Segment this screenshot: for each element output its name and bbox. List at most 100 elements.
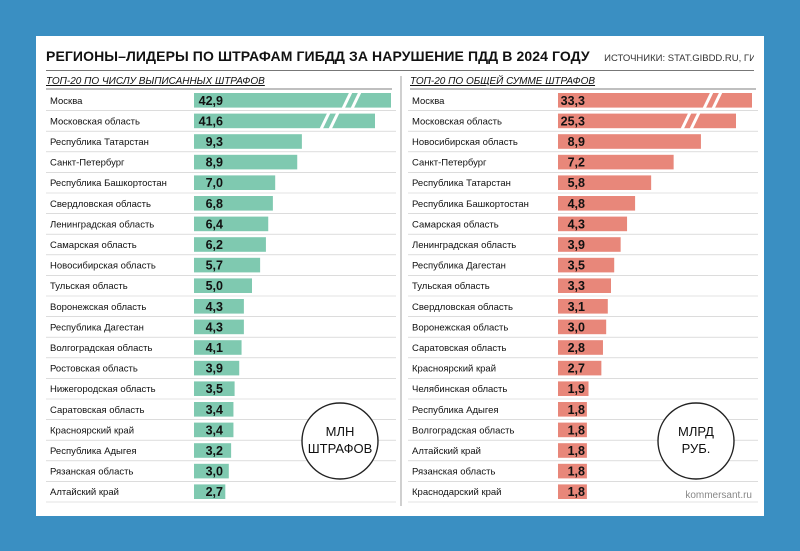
left-bar bbox=[194, 360, 240, 376]
left-unit-circle bbox=[301, 402, 379, 480]
left-bar-break-mark bbox=[319, 111, 331, 130]
left-bar bbox=[194, 237, 266, 252]
right-region-label: Красноярский край bbox=[412, 364, 496, 375]
right-region-label: Новосибирская область bbox=[412, 137, 518, 148]
left-bar bbox=[194, 340, 242, 355]
right-value-label: 8,9 bbox=[568, 135, 585, 149]
right-region-label: Республика Башкортостан bbox=[412, 199, 529, 210]
right-bar bbox=[558, 402, 587, 417]
left-value-label: 3,4 bbox=[206, 423, 223, 437]
right-value-label: 1,8 bbox=[568, 485, 585, 499]
left-region-label: Нижегородская область bbox=[50, 384, 156, 395]
right-bar bbox=[558, 319, 607, 335]
left-value-label: 41,6 bbox=[199, 114, 223, 128]
left-value-label: 6,8 bbox=[206, 197, 223, 211]
right-region-label: Краснодарский край bbox=[412, 487, 501, 498]
right-region-label: Челябинская область bbox=[412, 384, 507, 395]
right-value-label: 1,8 bbox=[568, 444, 585, 458]
right-bar bbox=[558, 443, 587, 458]
right-bar bbox=[558, 422, 587, 438]
left-bar bbox=[194, 216, 269, 232]
left-region-label: Красноярский край bbox=[50, 425, 134, 436]
right-region-label: Санкт-Петербург bbox=[412, 158, 487, 169]
right-bar bbox=[558, 278, 611, 293]
left-value-label: 6,2 bbox=[206, 238, 223, 252]
right-value-label: 5,8 bbox=[568, 176, 585, 190]
left-bar bbox=[194, 278, 252, 293]
left-value-label: 5,7 bbox=[206, 259, 223, 273]
right-bar bbox=[558, 134, 701, 149]
left-value-label: 4,3 bbox=[206, 300, 223, 314]
source-note: ИСТОЧНИКИ: STAT.GIBDD.RU, ГИБДД. bbox=[604, 53, 754, 64]
right-value-label: 4,8 bbox=[568, 197, 585, 211]
right-bar-break-mark bbox=[702, 91, 714, 110]
right-bar bbox=[558, 340, 603, 355]
left-region-label: Самарская область bbox=[50, 240, 137, 251]
infographic-card: РЕГИОНЫ–ЛИДЕРЫ ПО ШТРАФАМ ГИБДД ЗА НАРУШ… bbox=[36, 36, 764, 516]
left-value-label: 4,1 bbox=[206, 341, 223, 355]
left-region-label: Рязанская область bbox=[50, 467, 133, 478]
left-bar bbox=[194, 257, 261, 273]
page-title: РЕГИОНЫ–ЛИДЕРЫ ПО ШТРАФАМ ГИБДД ЗА НАРУШ… bbox=[46, 48, 590, 64]
right-region-label: Тульская область bbox=[412, 281, 490, 292]
right-region-label: Москва bbox=[412, 96, 445, 107]
right-region-label: Ленинградская область bbox=[412, 240, 516, 251]
right-bar bbox=[558, 463, 587, 479]
left-value-label: 6,4 bbox=[206, 217, 223, 231]
right-region-label: Московская область bbox=[412, 116, 502, 127]
right-bar bbox=[558, 154, 674, 170]
right-value-label: 25,3 bbox=[561, 114, 585, 128]
charts-canvas: ТОП-20 ПО ЧИСЛУ ВЫПИСАННЫХ ШТРАФОВ Москва… bbox=[46, 74, 758, 506]
left-bar bbox=[194, 443, 232, 458]
right-value-label: 3,3 bbox=[568, 279, 585, 293]
left-region-label: Ростовская область bbox=[50, 364, 138, 375]
left-region-label: Москва bbox=[50, 96, 83, 107]
right-bar bbox=[558, 257, 615, 273]
right-value-label: 3,5 bbox=[568, 259, 585, 273]
right-bar bbox=[558, 299, 608, 314]
right-unit-circle bbox=[657, 402, 735, 480]
right-bar bbox=[558, 381, 589, 396]
left-region-label: Республика Дагестан bbox=[50, 322, 144, 333]
right-bar-break-mark bbox=[689, 111, 701, 130]
left-unit-line1: МЛН bbox=[326, 424, 355, 439]
left-value-label: 3,9 bbox=[206, 362, 223, 376]
right-value-label: 4,3 bbox=[568, 217, 585, 231]
left-value-label: 8,9 bbox=[206, 156, 223, 170]
left-region-label: Тульская область bbox=[50, 281, 128, 292]
left-bar-break-mark bbox=[328, 111, 340, 130]
left-unit-line2: ШТРАФОВ bbox=[308, 441, 373, 456]
left-bar bbox=[194, 154, 298, 170]
right-value-label: 33,3 bbox=[561, 94, 585, 108]
right-bar-break-mark bbox=[680, 111, 692, 130]
right-unit-line2: РУБ. bbox=[682, 441, 711, 456]
left-bar bbox=[194, 196, 273, 211]
left-bar bbox=[194, 299, 244, 314]
left-value-label: 5,0 bbox=[206, 279, 223, 293]
right-value-label: 1,9 bbox=[568, 382, 585, 396]
right-bar bbox=[558, 484, 587, 499]
left-value-label: 2,7 bbox=[206, 485, 223, 499]
left-region-label: Новосибирская область bbox=[50, 261, 156, 272]
left-region-label: Ленинградская область bbox=[50, 219, 154, 230]
left-region-label: Санкт-Петербург bbox=[50, 158, 125, 169]
left-bar bbox=[194, 319, 244, 335]
right-unit-line1: МЛРД bbox=[678, 424, 714, 439]
left-value-label: 3,2 bbox=[206, 444, 223, 458]
right-value-label: 3,9 bbox=[568, 238, 585, 252]
left-bar bbox=[194, 134, 302, 149]
right-bar-break-mark bbox=[711, 91, 723, 110]
title-row: РЕГИОНЫ–ЛИДЕРЫ ПО ШТРАФАМ ГИБДД ЗА НАРУШ… bbox=[46, 48, 754, 68]
right-bar bbox=[558, 196, 636, 211]
right-region-label: Волгоградская область bbox=[412, 425, 514, 436]
left-bar bbox=[194, 422, 234, 438]
right-bar bbox=[558, 216, 628, 232]
left-bar bbox=[194, 402, 234, 417]
left-value-label: 9,3 bbox=[206, 135, 223, 149]
left-bar-break-mark bbox=[341, 91, 353, 110]
right-region-label: Республика Адыгея bbox=[412, 405, 499, 416]
right-region-label: Свердловская область bbox=[412, 302, 513, 313]
right-chart-title: ТОП-20 ПО ОБЩЕЙ СУММЕ ШТРАФОВ bbox=[410, 74, 595, 87]
left-region-label: Республика Татарстан bbox=[50, 137, 149, 148]
right-bar bbox=[558, 360, 602, 376]
